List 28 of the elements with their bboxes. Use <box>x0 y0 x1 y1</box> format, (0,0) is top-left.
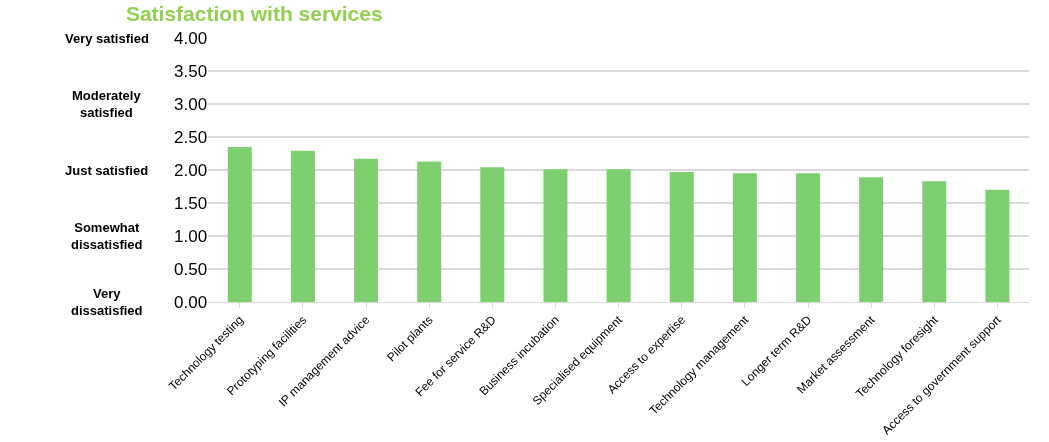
bar <box>543 169 568 302</box>
chart-title: Satisfaction with services <box>125 2 383 26</box>
bar <box>859 177 884 302</box>
text: Very dissatisfied <box>71 286 143 318</box>
bar <box>480 167 505 302</box>
y-tick-label: 0.50 <box>174 259 208 279</box>
text: Just satisfied <box>65 163 149 178</box>
y-tick-label: 3.50 <box>174 61 208 81</box>
text: Very satisfied <box>65 31 149 46</box>
bar <box>985 189 1010 302</box>
y-tick-label: 2.50 <box>174 127 208 147</box>
bar <box>606 169 631 302</box>
bar <box>669 171 694 302</box>
text: Somewhat dissatisfied <box>71 220 143 252</box>
bar <box>227 146 252 302</box>
bar <box>290 150 315 302</box>
y-tick-label: 0.00 <box>174 292 208 312</box>
y-tick-label: 2.00 <box>174 160 208 180</box>
bar <box>796 173 821 302</box>
bar <box>354 158 379 302</box>
text: Moderately satisfied <box>72 88 142 120</box>
bar <box>922 181 947 302</box>
y-tick-label: 1.00 <box>174 226 208 246</box>
y-tick-label: 3.00 <box>174 94 208 114</box>
bar <box>417 161 442 302</box>
y-tick-label: 4.00 <box>174 28 208 48</box>
bar <box>732 173 757 302</box>
y-tick-label: 1.50 <box>174 193 208 213</box>
